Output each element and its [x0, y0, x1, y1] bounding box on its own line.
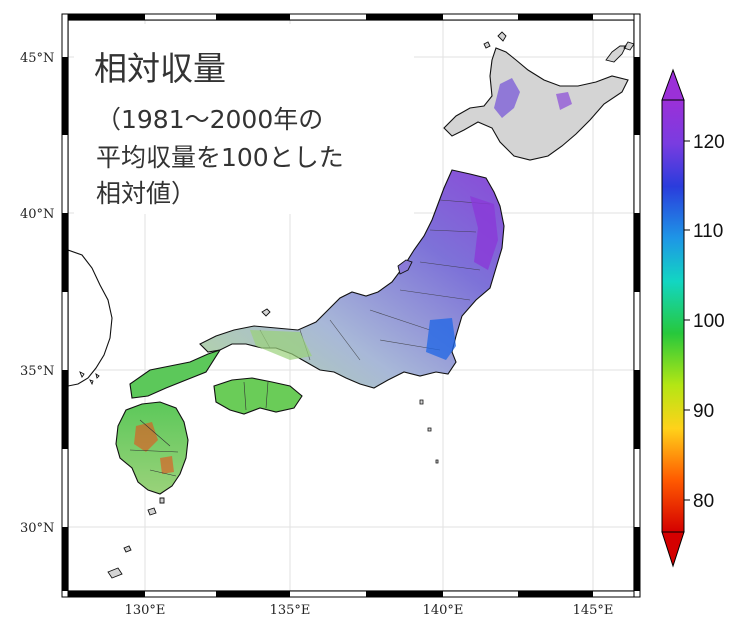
lat-label-30: 30°N: [20, 521, 54, 536]
korea-islands: [79, 371, 100, 386]
lat-label-40: 40°N: [20, 207, 54, 222]
map-border: [61, 13, 641, 598]
colorbar-tick-110: 110: [693, 221, 723, 242]
hokkaido-yield-east: [556, 92, 572, 110]
kyushu-lines: [129, 419, 179, 477]
lon-label-135: 135°E: [270, 603, 311, 618]
title-main: 相対収量: [94, 49, 226, 88]
lon-label-145: 145°E: [573, 603, 614, 618]
lat-label-35: 35°N: [20, 364, 54, 379]
satsunan-islands: [107, 497, 165, 579]
title-line-3: 相対値）: [96, 179, 196, 208]
colorbar-top-arrow: [661, 68, 685, 101]
kuril-islands: [605, 41, 634, 63]
kanto-yield: [426, 318, 456, 360]
kyushu-yield-low: [134, 422, 174, 474]
title-line-2: 平均収量を100とした: [96, 143, 344, 172]
shikoku: [213, 377, 303, 415]
hokkaido-yield-west: [494, 78, 520, 118]
latitude-labels: 45°N 40°N 35°N 30°N: [20, 51, 54, 536]
title-line-1: （1981〜2000年の: [96, 105, 323, 134]
lon-label-140: 140°E: [423, 603, 464, 618]
colorbar-tick-100: 100: [693, 311, 725, 332]
colorbar: 120 110 100 90 80: [661, 68, 725, 568]
colorbar-tick-90: 90: [693, 401, 714, 422]
izu-islands: [419, 399, 439, 464]
sado-island: [397, 259, 413, 275]
shikoku-lines: [243, 381, 269, 411]
colorbar-ramp: [661, 99, 685, 533]
title-block: 相対収量 （1981〜2000年の 平均収量を100とした 相対値）: [74, 24, 414, 214]
chugoku: [129, 348, 222, 399]
hokkaido: [443, 47, 629, 161]
tohoku-yield-core: [470, 196, 498, 270]
colorbar-tick-120: 120: [693, 132, 725, 153]
longitude-labels: 130°E 135°E 140°E 145°E: [125, 603, 614, 618]
kinki-yield: [250, 330, 312, 360]
lon-label-130: 130°E: [125, 603, 166, 618]
colorbar-tick-80: 80: [693, 491, 714, 512]
colorbar-bottom-arrow: [661, 531, 685, 568]
korea-coastline: [68, 249, 113, 387]
lat-label-45: 45°N: [20, 51, 54, 66]
oki-islands: [261, 308, 271, 317]
hokkaido-islands: [483, 31, 507, 49]
